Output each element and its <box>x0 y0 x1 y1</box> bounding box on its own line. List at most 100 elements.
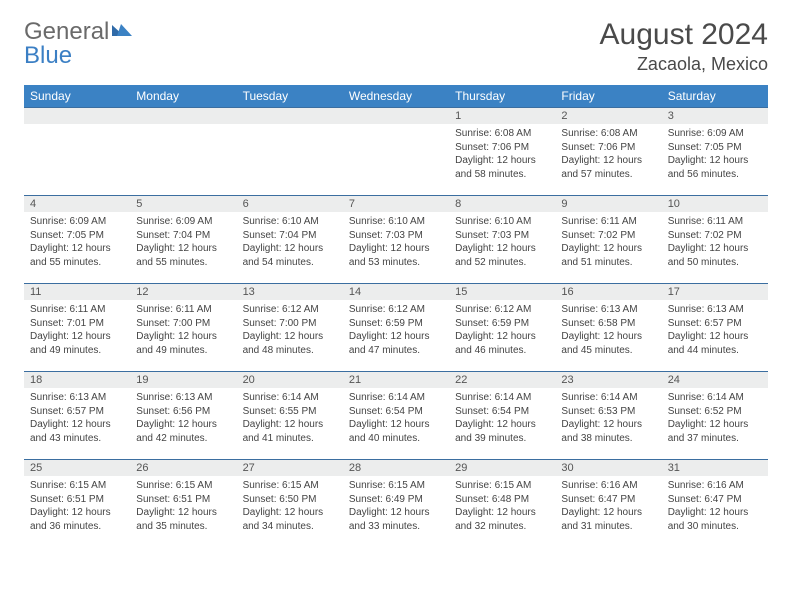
sunset-text: Sunset: 7:02 PM <box>668 229 762 243</box>
day-details: Sunrise: 6:11 AMSunset: 7:00 PMDaylight:… <box>130 300 236 360</box>
calendar-day-cell: 26Sunrise: 6:15 AMSunset: 6:51 PMDayligh… <box>130 460 236 548</box>
sunrise-text: Sunrise: 6:11 AM <box>136 303 230 317</box>
calendar-day-cell: 8Sunrise: 6:10 AMSunset: 7:03 PMDaylight… <box>449 196 555 284</box>
sunrise-text: Sunrise: 6:13 AM <box>561 303 655 317</box>
calendar-day-cell: 6Sunrise: 6:10 AMSunset: 7:04 PMDaylight… <box>237 196 343 284</box>
day-number: 12 <box>130 284 236 300</box>
day-number: 2 <box>555 108 661 124</box>
sunset-text: Sunset: 6:59 PM <box>455 317 549 331</box>
daylight-text: Daylight: 12 hours and 31 minutes. <box>561 506 655 533</box>
calendar-day-cell: 17Sunrise: 6:13 AMSunset: 6:57 PMDayligh… <box>662 284 768 372</box>
daylight-text: Daylight: 12 hours and 40 minutes. <box>349 418 443 445</box>
weekday-header: Saturday <box>662 85 768 108</box>
daylight-text: Daylight: 12 hours and 38 minutes. <box>561 418 655 445</box>
daylight-text: Daylight: 12 hours and 45 minutes. <box>561 330 655 357</box>
daylight-text: Daylight: 12 hours and 41 minutes. <box>243 418 337 445</box>
sunset-text: Sunset: 7:00 PM <box>243 317 337 331</box>
sunrise-text: Sunrise: 6:15 AM <box>136 479 230 493</box>
calendar-week-row: 1Sunrise: 6:08 AMSunset: 7:06 PMDaylight… <box>24 108 768 196</box>
day-details: Sunrise: 6:10 AMSunset: 7:04 PMDaylight:… <box>237 212 343 272</box>
sunset-text: Sunset: 6:52 PM <box>668 405 762 419</box>
daylight-text: Daylight: 12 hours and 44 minutes. <box>668 330 762 357</box>
weekday-header: Thursday <box>449 85 555 108</box>
calendar-day-cell: 30Sunrise: 6:16 AMSunset: 6:47 PMDayligh… <box>555 460 661 548</box>
calendar-day-cell: 3Sunrise: 6:09 AMSunset: 7:05 PMDaylight… <box>662 108 768 196</box>
sunrise-text: Sunrise: 6:11 AM <box>668 215 762 229</box>
day-details: Sunrise: 6:13 AMSunset: 6:56 PMDaylight:… <box>130 388 236 448</box>
calendar-day-cell: 23Sunrise: 6:14 AMSunset: 6:53 PMDayligh… <box>555 372 661 460</box>
daylight-text: Daylight: 12 hours and 51 minutes. <box>561 242 655 269</box>
daylight-text: Daylight: 12 hours and 36 minutes. <box>30 506 124 533</box>
day-details: Sunrise: 6:14 AMSunset: 6:55 PMDaylight:… <box>237 388 343 448</box>
daylight-text: Daylight: 12 hours and 42 minutes. <box>136 418 230 445</box>
daylight-text: Daylight: 12 hours and 43 minutes. <box>30 418 124 445</box>
weekday-header: Sunday <box>24 85 130 108</box>
sunset-text: Sunset: 6:51 PM <box>136 493 230 507</box>
calendar-day-cell: 9Sunrise: 6:11 AMSunset: 7:02 PMDaylight… <box>555 196 661 284</box>
sunrise-text: Sunrise: 6:11 AM <box>561 215 655 229</box>
day-details: Sunrise: 6:10 AMSunset: 7:03 PMDaylight:… <box>343 212 449 272</box>
daylight-text: Daylight: 12 hours and 55 minutes. <box>30 242 124 269</box>
calendar-week-row: 11Sunrise: 6:11 AMSunset: 7:01 PMDayligh… <box>24 284 768 372</box>
calendar-day-cell: 19Sunrise: 6:13 AMSunset: 6:56 PMDayligh… <box>130 372 236 460</box>
calendar-day-cell: 29Sunrise: 6:15 AMSunset: 6:48 PMDayligh… <box>449 460 555 548</box>
sunset-text: Sunset: 6:58 PM <box>561 317 655 331</box>
day-details: Sunrise: 6:15 AMSunset: 6:51 PMDaylight:… <box>24 476 130 536</box>
calendar-day-cell: 12Sunrise: 6:11 AMSunset: 7:00 PMDayligh… <box>130 284 236 372</box>
sunrise-text: Sunrise: 6:14 AM <box>349 391 443 405</box>
day-details: Sunrise: 6:12 AMSunset: 6:59 PMDaylight:… <box>449 300 555 360</box>
daylight-text: Daylight: 12 hours and 58 minutes. <box>455 154 549 181</box>
sunrise-text: Sunrise: 6:15 AM <box>455 479 549 493</box>
daylight-text: Daylight: 12 hours and 57 minutes. <box>561 154 655 181</box>
calendar-week-row: 18Sunrise: 6:13 AMSunset: 6:57 PMDayligh… <box>24 372 768 460</box>
sunset-text: Sunset: 7:05 PM <box>668 141 762 155</box>
sunrise-text: Sunrise: 6:08 AM <box>561 127 655 141</box>
calendar-day-cell: 16Sunrise: 6:13 AMSunset: 6:58 PMDayligh… <box>555 284 661 372</box>
day-details: Sunrise: 6:11 AMSunset: 7:02 PMDaylight:… <box>555 212 661 272</box>
weekday-header: Tuesday <box>237 85 343 108</box>
day-details: Sunrise: 6:14 AMSunset: 6:53 PMDaylight:… <box>555 388 661 448</box>
sunrise-text: Sunrise: 6:12 AM <box>349 303 443 317</box>
day-number: 29 <box>449 460 555 476</box>
weekday-header: Friday <box>555 85 661 108</box>
sunrise-text: Sunrise: 6:12 AM <box>455 303 549 317</box>
day-number: 26 <box>130 460 236 476</box>
day-details: Sunrise: 6:08 AMSunset: 7:06 PMDaylight:… <box>449 124 555 184</box>
sunrise-text: Sunrise: 6:16 AM <box>561 479 655 493</box>
daylight-text: Daylight: 12 hours and 49 minutes. <box>30 330 124 357</box>
sunrise-text: Sunrise: 6:12 AM <box>243 303 337 317</box>
day-details: Sunrise: 6:15 AMSunset: 6:50 PMDaylight:… <box>237 476 343 536</box>
daylight-text: Daylight: 12 hours and 32 minutes. <box>455 506 549 533</box>
calendar-day-cell: 5Sunrise: 6:09 AMSunset: 7:04 PMDaylight… <box>130 196 236 284</box>
day-details: Sunrise: 6:13 AMSunset: 6:58 PMDaylight:… <box>555 300 661 360</box>
daylight-text: Daylight: 12 hours and 55 minutes. <box>136 242 230 269</box>
day-details: Sunrise: 6:15 AMSunset: 6:51 PMDaylight:… <box>130 476 236 536</box>
day-number: 11 <box>24 284 130 300</box>
day-number: 13 <box>237 284 343 300</box>
day-details: Sunrise: 6:15 AMSunset: 6:48 PMDaylight:… <box>449 476 555 536</box>
day-number: 18 <box>24 372 130 388</box>
calendar-empty-cell <box>130 108 236 196</box>
day-details: Sunrise: 6:11 AMSunset: 7:01 PMDaylight:… <box>24 300 130 360</box>
day-number: 8 <box>449 196 555 212</box>
day-details: Sunrise: 6:14 AMSunset: 6:52 PMDaylight:… <box>662 388 768 448</box>
weekday-header-row: SundayMondayTuesdayWednesdayThursdayFrid… <box>24 85 768 108</box>
sunrise-text: Sunrise: 6:09 AM <box>136 215 230 229</box>
day-number: 19 <box>130 372 236 388</box>
calendar-day-cell: 24Sunrise: 6:14 AMSunset: 6:52 PMDayligh… <box>662 372 768 460</box>
sunset-text: Sunset: 7:04 PM <box>243 229 337 243</box>
calendar-day-cell: 1Sunrise: 6:08 AMSunset: 7:06 PMDaylight… <box>449 108 555 196</box>
calendar-day-cell: 7Sunrise: 6:10 AMSunset: 7:03 PMDaylight… <box>343 196 449 284</box>
calendar-empty-cell <box>343 108 449 196</box>
day-number: 14 <box>343 284 449 300</box>
day-details: Sunrise: 6:16 AMSunset: 6:47 PMDaylight:… <box>662 476 768 536</box>
calendar-day-cell: 2Sunrise: 6:08 AMSunset: 7:06 PMDaylight… <box>555 108 661 196</box>
daylight-text: Daylight: 12 hours and 48 minutes. <box>243 330 337 357</box>
day-number: 27 <box>237 460 343 476</box>
sunrise-text: Sunrise: 6:09 AM <box>30 215 124 229</box>
sunrise-text: Sunrise: 6:13 AM <box>136 391 230 405</box>
day-details: Sunrise: 6:12 AMSunset: 6:59 PMDaylight:… <box>343 300 449 360</box>
sunset-text: Sunset: 6:47 PM <box>668 493 762 507</box>
logo-triangle-icon <box>112 22 132 41</box>
sunrise-text: Sunrise: 6:15 AM <box>30 479 124 493</box>
